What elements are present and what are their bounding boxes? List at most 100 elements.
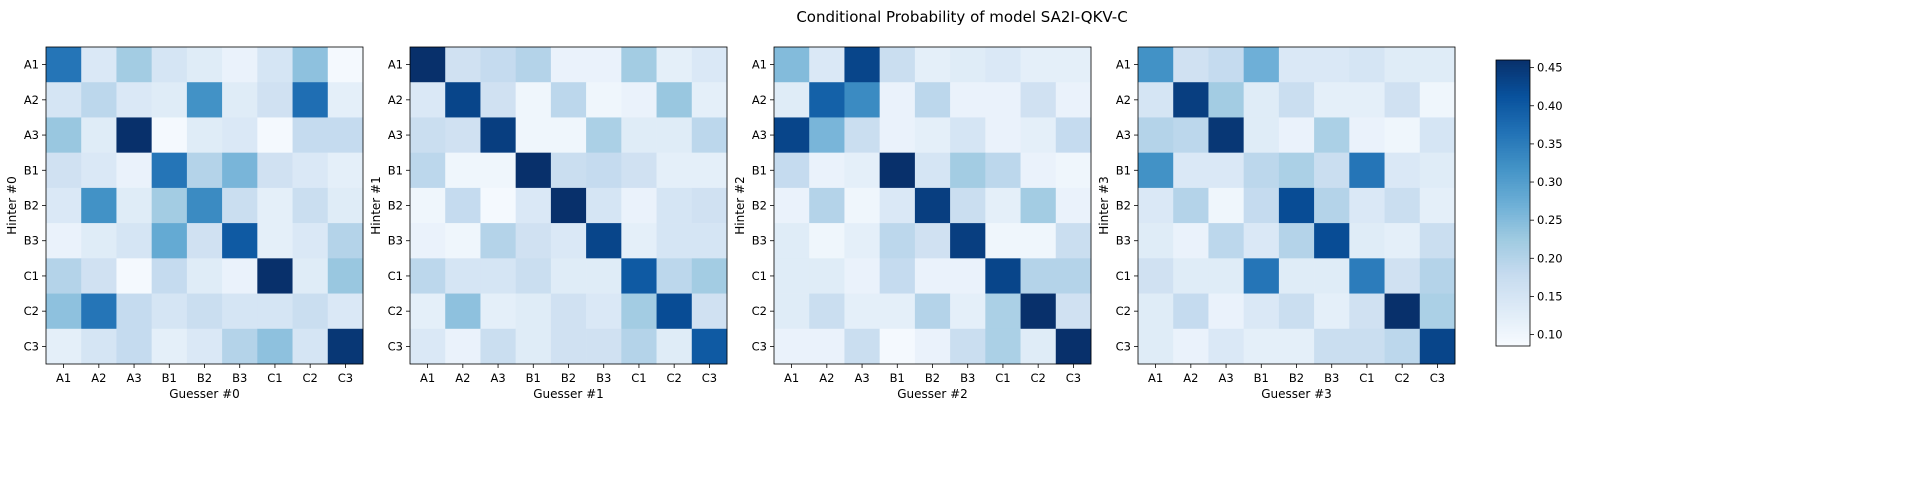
heatmap-cell [257,187,293,224]
heatmap-cell [1243,117,1280,153]
colorbar-segment [1496,231,1530,235]
y-tick-label: C3 [1116,339,1131,353]
heatmap-cell [879,152,916,189]
heatmap-cell [1208,82,1244,118]
heatmap-cell [81,187,117,224]
colorbar-segment [1496,179,1530,183]
colorbar-segment [1496,298,1530,302]
heatmap-cell [480,293,516,330]
x-tick-label: C1 [1359,371,1374,385]
colorbar-segment [1496,148,1530,152]
heatmap-cell [844,152,880,189]
colorbar-segment [1496,167,1530,171]
heatmap-panels: A1 A1 A2 A2 A3 A3 B1 B1 B2 B2 B3 B3 C1 C1 C2 C2 C3 C3 Gues… [5,46,1456,401]
heatmap-cell [292,258,329,294]
heatmap-cell [1138,47,1174,83]
colorbar-segment [1496,81,1530,85]
heatmap-cell [1314,328,1350,365]
heatmap-cell [586,223,622,259]
heatmap-cell [1314,187,1350,224]
heatmap-cell [1055,117,1092,153]
heatmap-cell [1138,152,1174,189]
heatmap-cell [445,258,481,294]
heatmap-cell [691,187,728,224]
heatmap-cell [1278,117,1315,153]
heatmap-cell [1419,258,1456,294]
heatmap-cell [774,293,810,330]
colorbar-segment [1496,174,1530,178]
heatmap-cell [985,152,1021,189]
heatmap-cell [914,47,951,83]
colorbar-segment [1496,286,1530,290]
colorbar-segment [1496,76,1530,80]
y-tick-label: C1 [1116,269,1131,283]
y-tick-label: A1 [388,58,403,72]
colorbar: 0.10 0.15 0.20 0.25 0.30 0.35 0.40 0.45 [1495,59,1563,347]
colorbar-segment [1496,207,1530,211]
heatmap-cell [515,117,552,153]
heatmap-cell [1173,152,1209,189]
heatmap-cell [950,187,986,224]
y-tick-label: B3 [388,234,403,248]
heatmap-cell [1384,328,1421,365]
heatmap-cell [327,293,364,330]
colorbar-segment [1496,107,1530,111]
colorbar-segment [1496,191,1530,195]
colorbar-segment [1496,74,1530,78]
colorbar-segment [1496,238,1530,242]
heatmap-cell [1055,223,1092,259]
heatmap-cell [515,82,552,118]
x-tick-label: B3 [960,371,975,385]
heatmap-cell [1243,82,1280,118]
heatmap-cell [879,293,916,330]
heatmap-cell [1055,187,1092,224]
heatmap-cell [515,258,552,294]
heatmap-cell [222,152,258,189]
y-tick-label: B1 [1116,163,1131,177]
heatmap-cell [81,258,117,294]
heatmap-cell [774,82,810,118]
heatmap-cell [81,47,117,83]
heatmap-cell [621,82,657,118]
heatmap-cell [46,47,82,83]
colorbar-segment [1496,110,1530,114]
heatmap-cell [292,47,329,83]
heatmap-cell [257,152,293,189]
heatmap-cell [1243,293,1280,330]
colorbar-segment [1496,343,1530,347]
colorbar-segment [1496,336,1530,340]
heatmap-cell [879,328,916,365]
x-tick-label: A2 [455,371,470,385]
heatmap-cell [1208,223,1244,259]
x-tick-label: A3 [126,371,141,385]
heatmap-cell [586,117,622,153]
colorbar-segment [1496,64,1530,68]
colorbar-segment [1496,131,1530,135]
colorbar-segment [1496,245,1530,249]
heatmap-cell [985,187,1021,224]
heatmap-cell [914,223,951,259]
heatmap-cell [809,187,845,224]
heatmap-cell [327,187,364,224]
heatmap-cell [1384,223,1421,259]
heatmap-cell [81,223,117,259]
heatmap-cell [1278,82,1315,118]
heatmap-cell [621,152,657,189]
heatmap-cell [656,223,693,259]
colorbar-segment [1496,210,1530,214]
heatmap-cell [81,152,117,189]
heatmap-cell [292,328,329,365]
heatmap-cell [445,223,481,259]
heatmap-cell [1020,328,1057,365]
x-tick-label: B1 [526,371,541,385]
colorbar-segment [1496,274,1530,278]
x-tick-label: C2 [1394,371,1409,385]
colorbar-segment [1496,152,1530,156]
heatmap-cell [844,117,880,153]
y-tick-label: C1 [24,269,39,283]
colorbar-segment [1496,69,1530,73]
colorbar-segment [1496,257,1530,261]
y-tick-label: B2 [1116,199,1131,213]
colorbar-segment [1496,219,1530,223]
heatmap-cell [879,187,916,224]
